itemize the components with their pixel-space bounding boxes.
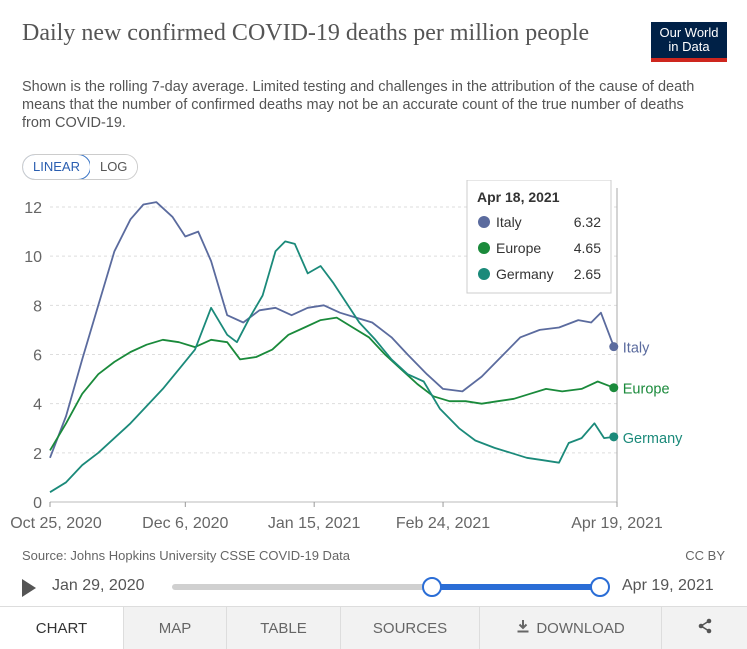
share-button[interactable] bbox=[661, 607, 747, 649]
timeline-end-handle[interactable] bbox=[590, 577, 610, 597]
source-note[interactable]: Source: Johns Hopkins University CSSE CO… bbox=[22, 548, 351, 563]
play-icon[interactable] bbox=[22, 579, 36, 597]
tooltip-swatch bbox=[478, 242, 490, 254]
tab-chart-label: CHART bbox=[35, 619, 88, 637]
line-chart[interactable]: 0 2 4 6 8 10 12 Oct 25, 2020 Dec 6, 2020 Jan 15,… bbox=[0, 180, 747, 540]
logo-line-1: Our World bbox=[659, 25, 719, 40]
y-tick-label: 10 bbox=[24, 249, 42, 266]
x-tick-label: Apr 19, 2021 bbox=[571, 515, 663, 532]
timeline-start-date: Jan 29, 2020 bbox=[52, 577, 145, 594]
tooltip-swatch bbox=[478, 268, 490, 280]
tab-table-label: TABLE bbox=[260, 619, 307, 637]
series-label-italy: Italy bbox=[623, 341, 650, 357]
x-tick-label: Dec 6, 2020 bbox=[142, 515, 228, 532]
timeline-start-handle[interactable] bbox=[422, 577, 442, 597]
x-tick-label: Jan 15, 2021 bbox=[268, 515, 361, 532]
download-icon bbox=[516, 619, 530, 637]
timeline: Jan 29, 2020 Apr 19, 2021 bbox=[0, 570, 747, 606]
tab-download[interactable]: DOWNLOAD bbox=[479, 607, 661, 649]
y-tick-label: 12 bbox=[24, 200, 42, 217]
tab-chart[interactable]: CHART bbox=[0, 607, 123, 649]
tab-map[interactable]: MAP bbox=[123, 607, 226, 649]
tab-download-label: DOWNLOAD bbox=[536, 619, 625, 637]
end-point-germany[interactable] bbox=[609, 432, 619, 442]
x-tick-label: Feb 24, 2021 bbox=[396, 515, 490, 532]
x-tick-label: Oct 25, 2020 bbox=[10, 515, 102, 532]
tooltip-swatch bbox=[478, 216, 490, 228]
end-point-italy[interactable] bbox=[609, 342, 619, 352]
log-scale-button[interactable]: LOG bbox=[89, 155, 138, 179]
tab-sources-label: SOURCES bbox=[372, 619, 448, 637]
share-icon bbox=[697, 618, 713, 638]
timeline-end-date: Apr 19, 2021 bbox=[622, 577, 714, 594]
scale-toggle: LINEAR LOG bbox=[22, 154, 139, 180]
y-tick-label: 2 bbox=[33, 446, 42, 463]
license-link[interactable]: CC BY bbox=[685, 548, 725, 563]
series-label-europe: Europe bbox=[623, 382, 670, 398]
series-label-germany: Germany bbox=[623, 431, 683, 447]
tooltip-series-value: 4.65 bbox=[574, 240, 601, 256]
tooltip-series-name: Europe bbox=[496, 240, 541, 256]
tooltip-series-value: 6.32 bbox=[574, 214, 601, 230]
tooltip-series-value: 2.65 bbox=[574, 266, 601, 282]
owid-logo[interactable]: Our World in Data bbox=[651, 22, 727, 62]
y-tick-label: 4 bbox=[33, 397, 42, 414]
timeline-track[interactable] bbox=[172, 584, 602, 590]
end-point-europe[interactable] bbox=[609, 383, 619, 393]
timeline-selected-range bbox=[432, 584, 600, 590]
logo-line-2: in Data bbox=[668, 39, 710, 54]
series-line-italy[interactable] bbox=[49, 201, 615, 459]
series-line-europe[interactable] bbox=[49, 316, 615, 451]
tab-bar: CHART MAP TABLE SOURCES DOWNLOAD bbox=[0, 606, 747, 649]
series-line-germany[interactable] bbox=[49, 240, 614, 493]
tab-sources[interactable]: SOURCES bbox=[340, 607, 479, 649]
tooltip-series-name: Germany bbox=[496, 266, 554, 282]
tooltip-box bbox=[466, 180, 612, 294]
tab-table[interactable]: TABLE bbox=[226, 607, 340, 649]
tab-map-label: MAP bbox=[158, 619, 192, 637]
tooltip-date: Apr 18, 2021 bbox=[477, 189, 560, 205]
chart-subtitle: Shown is the rolling 7-day average. Limi… bbox=[22, 79, 695, 131]
linear-scale-button[interactable]: LINEAR bbox=[23, 155, 91, 179]
chart-title: Daily new confirmed COVID-19 deaths per … bbox=[22, 20, 590, 46]
y-tick-label: 8 bbox=[33, 298, 42, 315]
tooltip-series-name: Italy bbox=[496, 214, 522, 230]
y-tick-label: 0 bbox=[33, 495, 42, 512]
y-tick-label: 6 bbox=[33, 348, 42, 365]
tooltip: Apr 18, 2021 Italy 6.32 Europe 4.65 Germany 2… bbox=[466, 180, 612, 294]
